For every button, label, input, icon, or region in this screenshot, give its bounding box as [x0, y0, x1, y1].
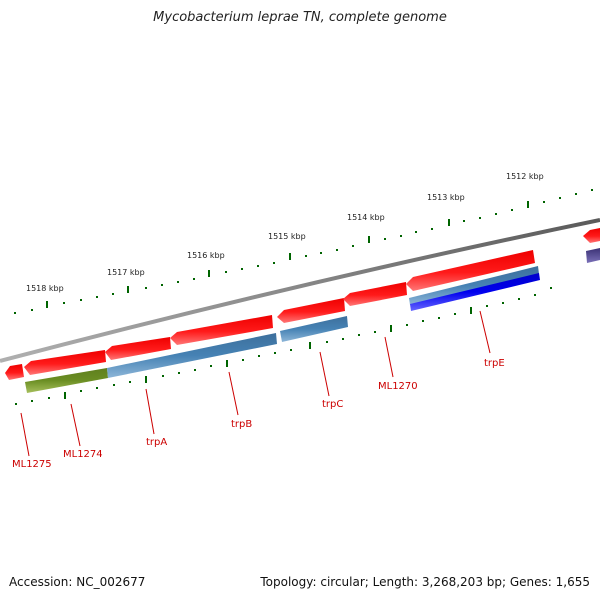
gene-arrow-trpc[interactable] — [277, 298, 345, 323]
feature-blue-segment-3[interactable] — [409, 266, 539, 305]
gene-arrow-ml1270[interactable] — [343, 282, 407, 306]
genome-backbone — [0, 218, 600, 363]
cds-track — [5, 228, 600, 380]
gene-arrow-trpa[interactable] — [105, 337, 171, 360]
feature-slate-segment[interactable] — [586, 248, 600, 263]
gene-label-ml1270[interactable]: ML1270 — [378, 381, 418, 392]
gene-arrow-right-edge[interactable] — [583, 228, 600, 243]
inner-ruler — [15, 287, 552, 405]
scale-label-1514: 1514 kbp — [347, 213, 385, 222]
outer-ruler-dots — [14, 189, 593, 314]
outer-ruler-major-ticks — [46, 201, 529, 308]
gene-labels: ML1275 ML1274 trpA trpB trpC ML1270 trpE — [12, 358, 505, 470]
scale-label-1518: 1518 kbp — [26, 284, 64, 293]
feature-darkblue-segment[interactable] — [410, 273, 540, 311]
feature-blue-segment-2[interactable] — [280, 316, 348, 342]
outer-ruler — [14, 189, 593, 314]
gene-label-trpa[interactable]: trpA — [146, 437, 167, 448]
scale-label-1516: 1516 kbp — [187, 251, 225, 260]
gene-label-trpe[interactable]: trpE — [484, 358, 505, 369]
feature-olive-segment[interactable] — [25, 368, 108, 393]
scale-label-1517: 1517 kbp — [107, 268, 145, 277]
gene-label-ml1274[interactable]: ML1274 — [63, 449, 103, 460]
map-title: Mycobacterium leprae TN, complete genome — [153, 10, 447, 25]
gene-arrow-trpb[interactable] — [170, 315, 273, 345]
gene-label-ml1275[interactable]: ML1275 — [12, 459, 52, 470]
accession-text: Accession: NC_002677 — [9, 575, 146, 589]
scale-labels: 1518 kbp 1517 kbp 1516 kbp 1515 kbp 1514… — [26, 172, 544, 293]
scale-label-1515: 1515 kbp — [268, 232, 306, 241]
gene-arrow-ml1274[interactable] — [24, 350, 106, 375]
gene-arrow-trpe[interactable] — [406, 250, 535, 291]
scale-label-1512: 1512 kbp — [506, 172, 544, 181]
gene-arrow-ml1275[interactable] — [5, 364, 24, 380]
scale-label-1513: 1513 kbp — [427, 193, 465, 202]
feature-track — [25, 248, 600, 393]
gene-label-trpc[interactable]: trpC — [322, 399, 343, 410]
feature-blue-segment-1[interactable] — [107, 333, 277, 378]
gene-leader-lines — [20, 310, 491, 457]
genome-summary-text: Topology: circular; Length: 3,268,203 bp… — [260, 575, 590, 589]
gene-label-trpb[interactable]: trpB — [231, 419, 252, 430]
